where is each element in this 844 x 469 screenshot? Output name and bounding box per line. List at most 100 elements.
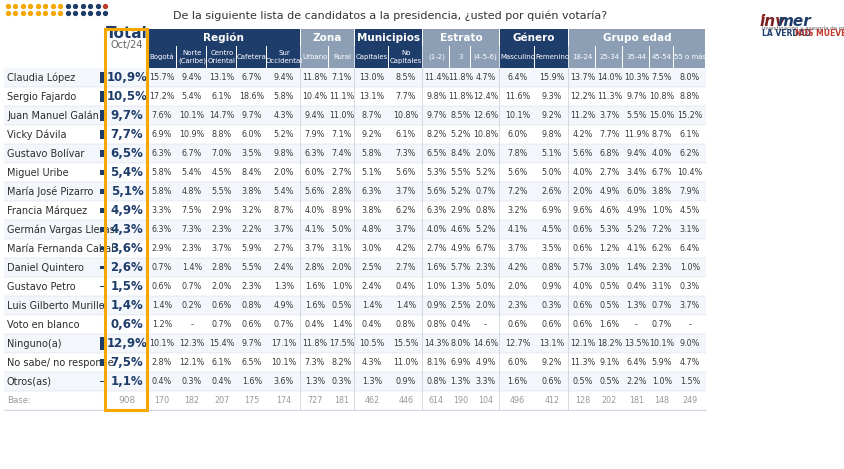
Bar — [100, 170, 104, 175]
Bar — [100, 189, 104, 194]
Text: 2.9%: 2.9% — [212, 206, 232, 215]
Text: 104: 104 — [478, 396, 492, 405]
Text: 4.9%: 4.9% — [474, 358, 495, 367]
Text: 9.4%: 9.4% — [273, 73, 294, 82]
Text: 12.1%: 12.1% — [179, 358, 204, 367]
Text: 4.1%: 4.1% — [506, 225, 527, 234]
Text: 4.2%: 4.2% — [506, 263, 527, 272]
Text: 0.7%: 0.7% — [474, 187, 495, 196]
Text: 6.1%: 6.1% — [679, 130, 700, 139]
Text: 8.9%: 8.9% — [332, 206, 352, 215]
Text: 0.7%: 0.7% — [651, 320, 671, 329]
Bar — [4, 68, 706, 87]
Text: 5.6%: 5.6% — [571, 149, 592, 158]
Text: Norte
(Caribe): Norte (Caribe) — [178, 50, 206, 64]
Bar — [649, 46, 672, 68]
Text: 8.1%: 8.1% — [426, 358, 446, 367]
Text: 1.6%: 1.6% — [305, 282, 325, 291]
Text: Masculino: Masculino — [500, 54, 534, 60]
Text: 4.9%: 4.9% — [598, 187, 619, 196]
Bar — [4, 391, 706, 410]
Text: 0.4%: 0.4% — [625, 282, 646, 291]
Text: 7.5%: 7.5% — [181, 206, 202, 215]
Bar — [4, 87, 706, 106]
Text: 1.6%: 1.6% — [305, 301, 325, 310]
Text: Sergio Fajardo: Sergio Fajardo — [7, 91, 76, 101]
Bar — [4, 277, 706, 296]
Bar — [622, 46, 648, 68]
Text: 4,9%: 4,9% — [111, 204, 143, 217]
Text: Estrato: Estrato — [439, 32, 482, 43]
Text: 11.8%: 11.8% — [302, 73, 327, 82]
Text: 0.4%: 0.4% — [361, 320, 381, 329]
Text: 6.0%: 6.0% — [625, 187, 646, 196]
Text: 0.7%: 0.7% — [273, 320, 294, 329]
Text: 0.6%: 0.6% — [571, 244, 592, 253]
Text: 6.3%: 6.3% — [152, 225, 172, 234]
Text: 148: 148 — [654, 396, 668, 405]
Text: investigación y asesoría de mercados: investigación y asesoría de mercados — [761, 25, 844, 31]
Bar — [147, 29, 300, 46]
Text: 5.5%: 5.5% — [212, 187, 232, 196]
Text: 5.2%: 5.2% — [474, 225, 495, 234]
Text: 6.9%: 6.9% — [152, 130, 172, 139]
Bar — [4, 220, 706, 239]
Text: Oct/24: Oct/24 — [111, 39, 143, 50]
Text: 7.3%: 7.3% — [181, 225, 202, 234]
Text: 7,7%: 7,7% — [111, 128, 143, 141]
Bar — [100, 247, 104, 250]
Text: 15.5%: 15.5% — [392, 339, 419, 348]
Text: 0.6%: 0.6% — [571, 301, 592, 310]
Text: inv: inv — [759, 14, 785, 29]
Text: 1.0%: 1.0% — [426, 282, 446, 291]
Bar — [300, 46, 327, 68]
Text: No sabe/ no responde: No sabe/ no responde — [7, 357, 114, 368]
Bar — [568, 46, 594, 68]
Text: 2.7%: 2.7% — [273, 244, 294, 253]
Text: 11.1%: 11.1% — [329, 92, 354, 101]
Bar — [354, 46, 387, 68]
Text: 2.7%: 2.7% — [425, 244, 446, 253]
Text: 1,1%: 1,1% — [111, 375, 143, 388]
Text: 5.9%: 5.9% — [241, 244, 262, 253]
Text: 0.4%: 0.4% — [450, 320, 470, 329]
Text: 11.8%: 11.8% — [447, 92, 473, 101]
Text: 3.2%: 3.2% — [241, 206, 262, 215]
Bar — [4, 144, 706, 163]
Text: 12,9%: 12,9% — [106, 337, 147, 350]
Text: 1.4%: 1.4% — [152, 301, 172, 310]
Bar — [388, 46, 421, 68]
Bar — [4, 353, 706, 372]
Text: 8.0%: 8.0% — [679, 73, 700, 82]
Text: 10.8%: 10.8% — [393, 111, 418, 120]
Text: 0.8%: 0.8% — [475, 206, 495, 215]
Text: 614: 614 — [429, 396, 443, 405]
Text: 0.3%: 0.3% — [332, 377, 352, 386]
Bar — [4, 125, 706, 144]
Text: 8.7%: 8.7% — [361, 111, 381, 120]
Text: 4.0%: 4.0% — [571, 168, 592, 177]
Text: 5.4%: 5.4% — [181, 168, 202, 177]
Bar — [267, 46, 300, 68]
Text: 1.3%: 1.3% — [625, 301, 646, 310]
Text: 6.8%: 6.8% — [598, 149, 619, 158]
Text: 7.3%: 7.3% — [395, 149, 416, 158]
Text: Gustavo Petro: Gustavo Petro — [7, 281, 75, 292]
Text: 1.0%: 1.0% — [332, 282, 352, 291]
Text: 13.1%: 13.1% — [209, 73, 235, 82]
Text: 181: 181 — [334, 396, 349, 405]
Bar — [470, 46, 499, 68]
Text: 6.7%: 6.7% — [651, 168, 671, 177]
Text: 9.0%: 9.0% — [679, 339, 700, 348]
Text: 8.7%: 8.7% — [273, 206, 294, 215]
Text: 3.0%: 3.0% — [361, 244, 381, 253]
Text: 4.9%: 4.9% — [625, 206, 646, 215]
Bar — [4, 182, 706, 201]
Text: 55 o más: 55 o más — [674, 54, 706, 60]
Text: LA VERDAD: LA VERDAD — [761, 29, 813, 38]
Text: Bogotá: Bogotá — [149, 54, 174, 60]
Text: 1.6%: 1.6% — [241, 377, 262, 386]
Text: 5.2%: 5.2% — [625, 225, 646, 234]
Text: 4.0%: 4.0% — [426, 225, 446, 234]
Text: 207: 207 — [214, 396, 230, 405]
